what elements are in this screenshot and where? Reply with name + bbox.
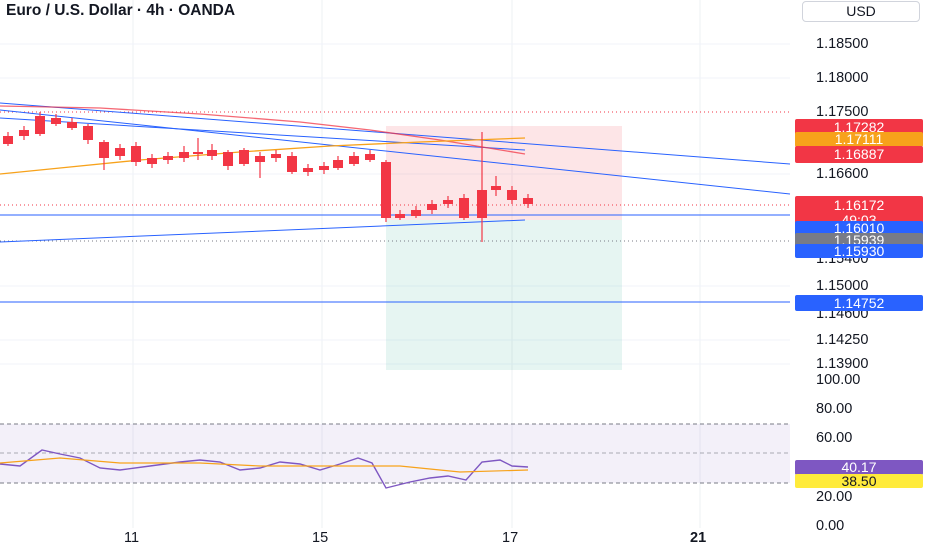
- blue-level-badge[interactable]: 1.16010: [795, 221, 923, 236]
- candle-body[interactable]: [207, 150, 217, 156]
- trendline-2[interactable]: [0, 109, 791, 195]
- candle-body[interactable]: [395, 214, 405, 218]
- candle-body[interactable]: [427, 204, 437, 210]
- candle-body[interactable]: [3, 136, 13, 144]
- rsi-axis-label: 100.00: [816, 372, 861, 388]
- currency-button[interactable]: USD: [802, 1, 920, 22]
- candle-body[interactable]: [477, 190, 487, 218]
- support-level-badge[interactable]: 1.14752: [795, 295, 923, 311]
- last-price-value: 1.16172: [833, 197, 885, 213]
- time-axis-label: 15: [312, 530, 329, 546]
- candle-body[interactable]: [255, 156, 265, 162]
- rsi-value-badge[interactable]: 40.17: [795, 460, 923, 475]
- rsi-axis-label: 20.00: [816, 489, 853, 505]
- candle-body[interactable]: [67, 122, 77, 128]
- candle-body[interactable]: [349, 156, 359, 164]
- candle-body[interactable]: [271, 154, 281, 158]
- candle-body[interactable]: [239, 150, 249, 164]
- rsi-axis-label: 80.00: [816, 401, 853, 417]
- rsi-line[interactable]: [0, 449, 529, 489]
- candle-body[interactable]: [51, 118, 61, 124]
- candle-body[interactable]: [99, 142, 109, 158]
- candle-body[interactable]: [35, 116, 45, 134]
- candle-body[interactable]: [365, 154, 375, 160]
- time-axis-label: 21: [690, 530, 707, 546]
- candle-body[interactable]: [223, 152, 233, 166]
- blue-level-badge-2[interactable]: 1.15930: [795, 244, 923, 258]
- candle-body[interactable]: [193, 152, 203, 154]
- gray-level-badge[interactable]: 1.15939: [795, 233, 923, 247]
- moving-average-red[interactable]: [0, 105, 526, 155]
- take-profit-zone[interactable]: [386, 220, 622, 370]
- price-axis-label: 1.15400: [816, 251, 869, 267]
- candle-body[interactable]: [333, 160, 343, 168]
- candle-body[interactable]: [303, 168, 313, 172]
- price-axis-label: 1.18000: [816, 70, 869, 86]
- candle-body[interactable]: [507, 190, 517, 200]
- price-axis-label: 1.13900: [816, 356, 869, 372]
- price-axis-label: 1.15000: [816, 278, 869, 294]
- price-axis-label: 1.16600: [816, 166, 869, 182]
- rsi-axis-label: 0.00: [816, 518, 845, 534]
- tp-lower-badge[interactable]: 1.16887: [795, 146, 923, 163]
- price-axis-label: 1.17500: [816, 104, 869, 120]
- price-axis-label: 1.14250: [816, 332, 869, 348]
- yellow-level-badge[interactable]: 1.17111: [795, 132, 923, 147]
- tp-upper-badge[interactable]: 1.17282: [795, 119, 923, 136]
- stop-loss-zone[interactable]: [386, 126, 622, 220]
- time-axis-label: 11: [124, 530, 140, 546]
- candle-body[interactable]: [83, 126, 93, 140]
- symbol-title[interactable]: Euro / U.S. Dollar · 4h · OANDA: [6, 2, 236, 19]
- trendline-3[interactable]: [0, 117, 526, 151]
- candle-body[interactable]: [179, 152, 189, 158]
- candle-body[interactable]: [115, 148, 125, 156]
- candle-body[interactable]: [491, 186, 501, 190]
- price-axis-label: 1.18500: [816, 36, 869, 52]
- candle-body[interactable]: [147, 158, 157, 164]
- rsi-ma-line[interactable]: [0, 457, 529, 473]
- candle-body[interactable]: [411, 210, 421, 216]
- candle-body[interactable]: [381, 162, 391, 218]
- time-axis-label: 17: [502, 530, 519, 546]
- candle-body[interactable]: [523, 198, 533, 204]
- candle-body[interactable]: [443, 200, 453, 204]
- candle-body[interactable]: [131, 146, 141, 162]
- candle-body[interactable]: [287, 156, 297, 172]
- candle-body[interactable]: [19, 130, 29, 136]
- rsi-axis-label: 60.00: [816, 430, 853, 446]
- candles-group[interactable]: [3, 112, 533, 242]
- rsi-ma-badge[interactable]: 38.50: [795, 474, 923, 488]
- candle-body[interactable]: [163, 156, 173, 160]
- candle-body[interactable]: [459, 198, 469, 218]
- trendline-4[interactable]: [0, 219, 526, 243]
- candle-body[interactable]: [319, 166, 329, 170]
